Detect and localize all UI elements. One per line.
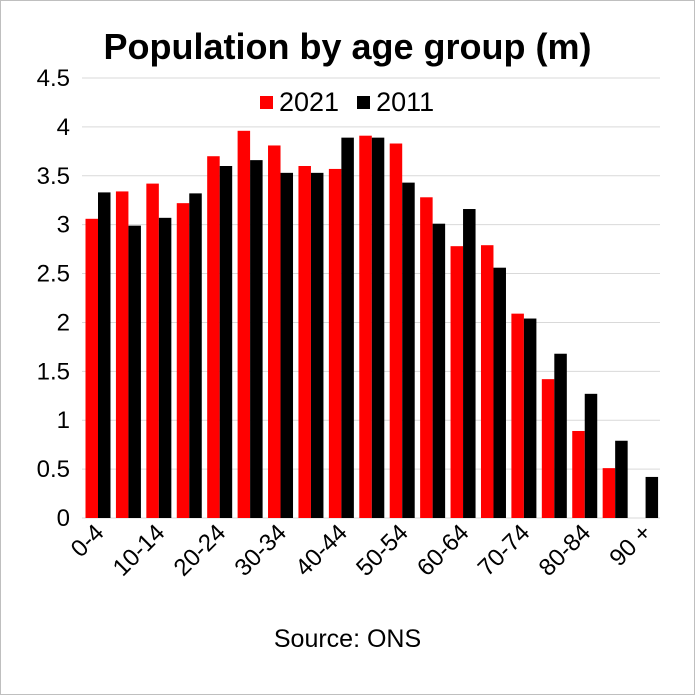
y-tick-label: 4 bbox=[57, 114, 70, 141]
bar-2011-60-64 bbox=[463, 209, 476, 518]
bar-2021-30-34 bbox=[268, 145, 281, 518]
bar-2011-40-44 bbox=[341, 137, 354, 518]
bar-2021-75-79 bbox=[541, 379, 555, 518]
bar-2011-20-24 bbox=[219, 166, 233, 518]
legend-label-2011: 2011 bbox=[376, 86, 435, 117]
bar-2011-50-54 bbox=[402, 182, 415, 518]
x-tick-label: 80-84 bbox=[534, 519, 597, 582]
bar-2021-25-29 bbox=[237, 130, 251, 519]
bar-2011-30-34 bbox=[280, 172, 294, 518]
x-tick-label: 50-54 bbox=[351, 519, 414, 582]
bar-2021-55-59 bbox=[420, 197, 433, 519]
x-tick-label: 0-4 bbox=[66, 519, 110, 563]
bar-2021-35-39 bbox=[298, 166, 311, 518]
legend-item-2011: 2011 bbox=[357, 87, 434, 118]
bar-2021-20-24 bbox=[207, 156, 220, 518]
bar-2021-65-69 bbox=[480, 245, 494, 518]
x-tick-label: 10-14 bbox=[108, 519, 171, 582]
bar-2021-45-49 bbox=[359, 135, 372, 518]
bar-2011-55-59 bbox=[432, 223, 446, 518]
bar-2011-90 bbox=[645, 476, 659, 518]
y-tick-label: 1 bbox=[57, 407, 70, 434]
bar-2011-10-14 bbox=[158, 217, 172, 519]
legend-swatch-2011 bbox=[357, 95, 371, 109]
bar-2011-45-49 bbox=[371, 137, 385, 518]
y-tick-label: 3.5 bbox=[37, 163, 70, 190]
bar-2021-60-64 bbox=[450, 246, 464, 518]
x-tick-label: 90 + bbox=[604, 519, 657, 572]
chart-legend: 2021 2011 bbox=[260, 87, 452, 118]
bar-2011-70-74 bbox=[523, 318, 537, 518]
bar-2011-5-9 bbox=[128, 225, 141, 518]
x-tick-label: 40-44 bbox=[290, 519, 353, 582]
bar-2011-25-29 bbox=[250, 160, 263, 518]
bar-2021-70-74 bbox=[511, 313, 524, 518]
bar-2011-65-69 bbox=[493, 267, 506, 518]
bar-2021-40-44 bbox=[328, 168, 342, 518]
legend-swatch-2021 bbox=[260, 95, 273, 109]
bar-2011-85-89 bbox=[615, 440, 628, 518]
y-tick-label: 1.5 bbox=[37, 358, 70, 385]
bar-2021-85-89 bbox=[602, 468, 616, 518]
bar-2021-5-9 bbox=[115, 191, 129, 518]
y-tick-label: 2.5 bbox=[37, 261, 70, 288]
bar-2021-0-4 bbox=[85, 218, 98, 519]
bar-2021-50-54 bbox=[389, 143, 403, 518]
bar-2011-80-84 bbox=[584, 393, 598, 518]
bar-2021-10-14 bbox=[146, 183, 159, 518]
bar-2011-75-79 bbox=[554, 353, 567, 518]
bar-2021-15-19 bbox=[176, 203, 190, 518]
y-tick-label: 0.5 bbox=[37, 456, 70, 483]
bar-2011-15-19 bbox=[189, 193, 202, 518]
source-note: Source: ONS bbox=[273, 625, 422, 653]
x-tick-label: 60-64 bbox=[412, 519, 475, 582]
bar-2011-0-4 bbox=[98, 192, 111, 518]
chart-title: Population by age group (m) bbox=[103, 26, 592, 67]
y-tick-label: 2 bbox=[57, 309, 70, 336]
y-tick-label: 4.5 bbox=[37, 65, 70, 92]
legend-label-2021: 2021 bbox=[279, 86, 340, 117]
y-tick-label: 0 bbox=[57, 505, 70, 532]
y-tick-label: 3 bbox=[57, 212, 70, 239]
x-tick-label: 70-74 bbox=[473, 519, 536, 582]
legend-item-2021: 2021 bbox=[260, 87, 339, 118]
x-tick-label: 20-24 bbox=[169, 519, 232, 582]
x-tick-label: 30-34 bbox=[229, 519, 292, 582]
bar-2021-80-84 bbox=[572, 430, 585, 518]
bar-2011-35-39 bbox=[310, 172, 324, 518]
